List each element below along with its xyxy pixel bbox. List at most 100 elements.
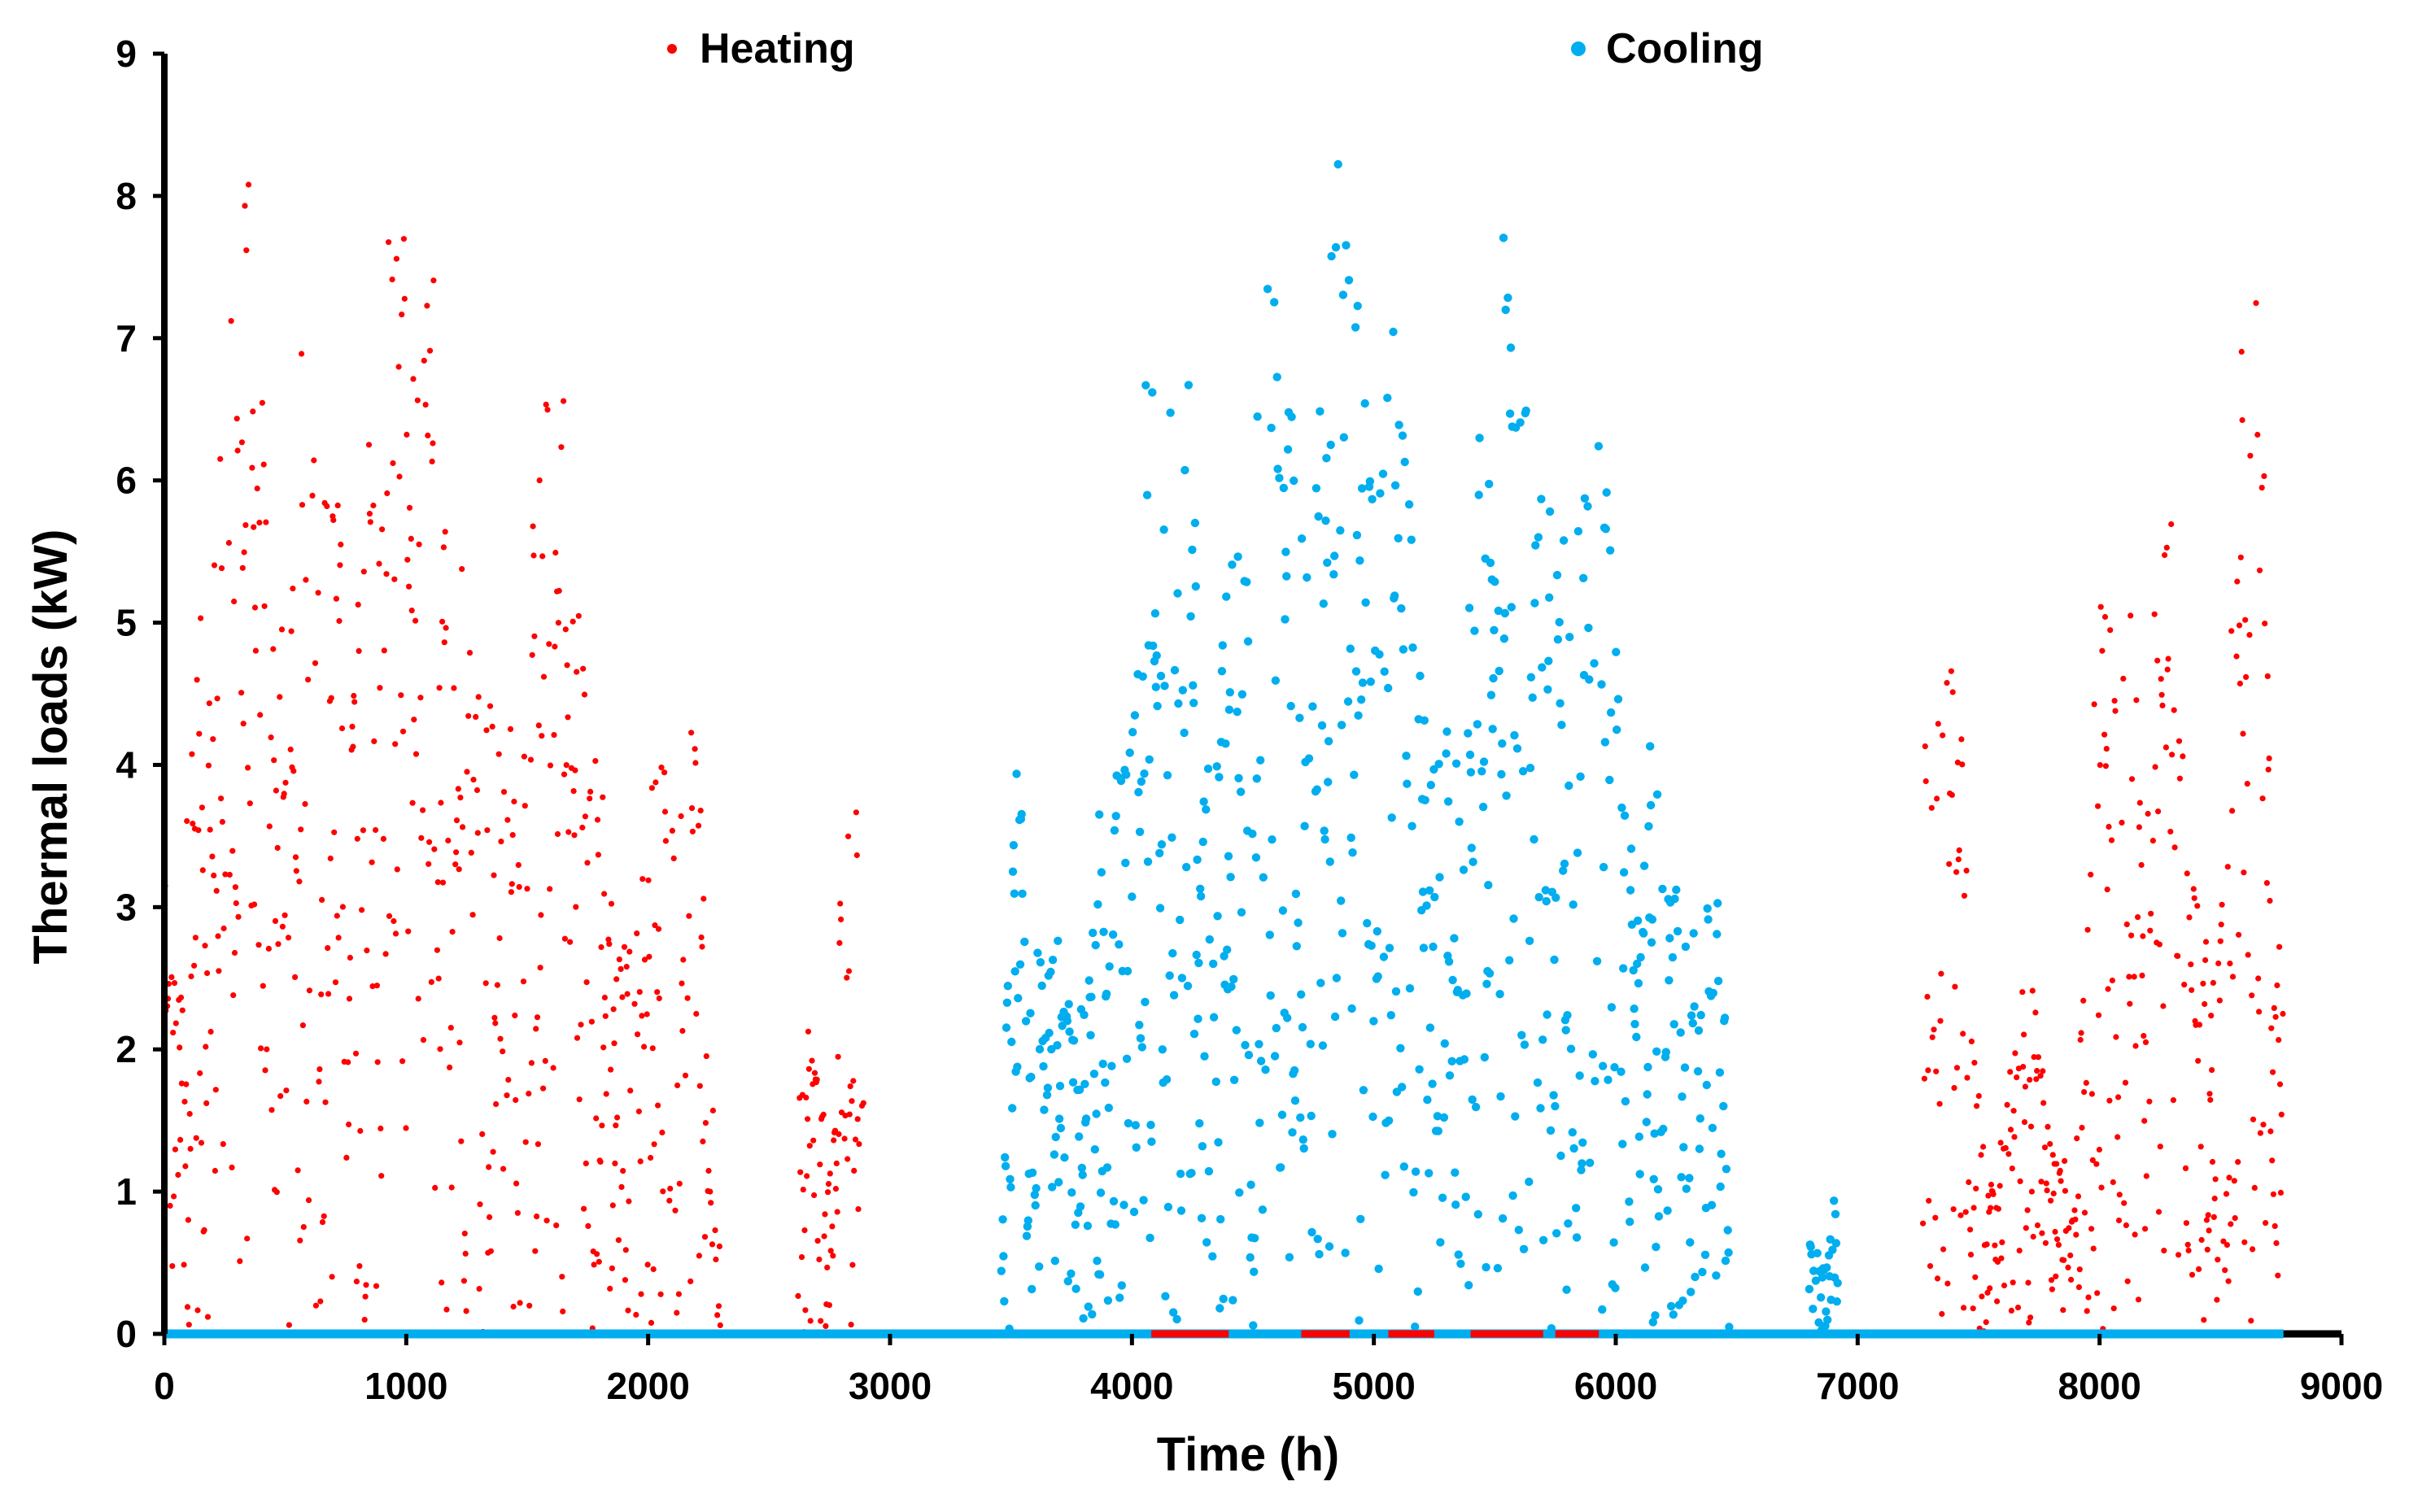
heating-point <box>273 1189 280 1196</box>
cooling-point <box>1436 1238 1445 1247</box>
heating-point <box>2250 1246 2256 1253</box>
cooling-point <box>1369 1017 1378 1026</box>
cooling-point <box>1695 1144 1704 1153</box>
cooling-point <box>1575 1071 1584 1080</box>
cooling-point <box>1669 1310 1678 1319</box>
cooling-point <box>1720 1013 1730 1022</box>
heating-point <box>2212 1176 2219 1183</box>
heating-point <box>411 717 417 723</box>
heating-point <box>474 830 481 836</box>
cooling-point <box>1242 577 1251 586</box>
cooling-point <box>1516 418 1525 427</box>
cooling-point <box>1054 1114 1064 1123</box>
heating-point <box>2256 567 2263 573</box>
heating-point <box>1959 761 1966 768</box>
cooling-point <box>1355 556 1364 565</box>
cooling-point <box>1510 730 1519 740</box>
cooling-point <box>1716 1182 1725 1192</box>
heating-point <box>2157 1144 2163 1150</box>
cooling-point <box>1063 1277 1073 1286</box>
heating-point <box>365 442 373 448</box>
heating-point <box>237 1258 243 1265</box>
heating-point <box>319 896 325 903</box>
cooling-point <box>1330 551 1339 560</box>
heating-point <box>570 618 576 625</box>
heating-point <box>602 1013 609 1019</box>
heating-point <box>609 1202 616 1209</box>
cooling-point <box>1217 667 1227 676</box>
cooling-point <box>1115 1293 1124 1302</box>
cooling-point <box>1223 945 1232 954</box>
heating-point <box>1967 1227 1974 1233</box>
heating-point <box>334 913 340 919</box>
heating-point <box>2121 1200 2128 1206</box>
cooling-point <box>1145 755 1154 764</box>
heating-point <box>803 1094 810 1101</box>
heating-point <box>576 1096 583 1103</box>
cooling-point <box>1163 771 1172 780</box>
heating-point <box>1949 689 1956 695</box>
cooling-point <box>1332 974 1342 983</box>
heating-point <box>2128 932 2135 939</box>
heating-point <box>2023 1225 2029 1231</box>
cooling-point <box>1188 545 1197 555</box>
heating-point <box>637 1158 644 1165</box>
cooling-point <box>1577 1166 1586 1174</box>
y-tick-label: 2 <box>116 1028 137 1070</box>
heating-point <box>2182 1165 2189 1171</box>
heating-point <box>670 855 677 861</box>
heating-point <box>175 1171 181 1179</box>
x-tick-label: 8000 <box>2058 1365 2141 1407</box>
heating-point <box>2020 1064 2027 1070</box>
cooling-point <box>1444 797 1453 806</box>
cooling-point <box>1490 577 1499 586</box>
heating-point <box>827 1170 833 1177</box>
cooling-point <box>1123 966 1132 976</box>
cooling-point <box>1328 1130 1337 1139</box>
cooling-point <box>1473 1209 1483 1219</box>
heating-point <box>321 1213 327 1219</box>
heating-point <box>198 615 204 621</box>
cooling-point <box>1426 781 1436 790</box>
cooling-point <box>1676 1028 1685 1037</box>
cooling-point <box>1551 1101 1560 1111</box>
heating-point <box>458 1138 465 1144</box>
heating-point <box>2035 1054 2041 1061</box>
heating-point <box>420 1037 427 1044</box>
heating-point <box>281 791 287 797</box>
heating-point <box>399 312 405 318</box>
cooling-point <box>1543 1010 1551 1019</box>
x-tick-label: 1000 <box>364 1365 447 1407</box>
cooling-point <box>1224 705 1234 714</box>
cooling-point <box>1499 233 1508 242</box>
cooling-point <box>1629 965 1638 975</box>
cooling-point <box>1542 896 1551 906</box>
heating-point <box>2016 1248 2023 1254</box>
cooling-point <box>1235 1188 1244 1197</box>
cooling-point <box>1643 1090 1652 1099</box>
heating-point <box>403 1125 409 1131</box>
heating-point <box>371 738 377 745</box>
cooling-point <box>1814 1318 1823 1327</box>
cooling-point <box>1644 821 1653 831</box>
cooling-point <box>1556 699 1565 708</box>
cooling-point <box>1654 1212 1664 1221</box>
cooling-point <box>1498 739 1507 748</box>
heating-point <box>265 945 272 952</box>
heating-point <box>1940 732 1946 739</box>
heating-point <box>490 1148 496 1155</box>
heating-point <box>252 647 259 654</box>
heating-point <box>2102 763 2109 769</box>
heating-point <box>2269 1157 2276 1164</box>
heating-point <box>666 1197 673 1204</box>
cooling-point <box>1651 1311 1660 1320</box>
heating-point <box>2218 922 2224 928</box>
cooling-point <box>1544 656 1553 665</box>
cooling-point <box>1373 926 1382 936</box>
cooling-point <box>1296 1113 1305 1122</box>
heating-point <box>2203 1217 2210 1223</box>
heating-point <box>2215 960 2222 967</box>
heating-point <box>1980 1144 1987 1150</box>
heating-point <box>213 887 220 894</box>
